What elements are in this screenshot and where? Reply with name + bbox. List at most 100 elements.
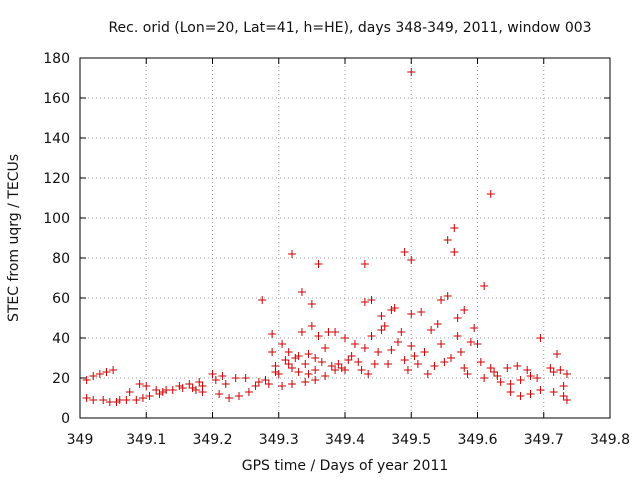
data-point: [281, 356, 290, 364]
data-point: [480, 282, 489, 290]
data-point: [195, 378, 204, 386]
data-point: [301, 378, 310, 386]
x-axis-label: GPS time / Days of year 2011: [242, 458, 449, 474]
data-point: [523, 366, 532, 374]
data-point: [516, 392, 525, 400]
data-point: [225, 394, 234, 402]
data-points: [82, 68, 571, 406]
data-point: [400, 356, 409, 364]
data-point: [427, 326, 436, 334]
y-tick-label: 20: [52, 371, 70, 387]
data-point: [447, 354, 455, 362]
data-point: [175, 382, 184, 390]
data-point: [268, 330, 277, 338]
data-point: [317, 358, 326, 366]
chart-title: Rec. orid (Lon=20, Lat=41, h=HE), days 3…: [108, 20, 591, 36]
data-point: [344, 356, 353, 364]
data-point: [493, 372, 502, 380]
data-point: [321, 344, 330, 352]
data-point: [112, 398, 121, 406]
data-point: [546, 364, 555, 372]
data-point: [397, 328, 406, 336]
data-point: [437, 296, 446, 304]
data-point: [403, 366, 412, 374]
y-tick-label: 0: [61, 411, 70, 427]
data-point: [278, 382, 287, 390]
data-point: [357, 366, 366, 374]
x-tick-label: 349.8: [590, 432, 630, 448]
data-point: [559, 392, 568, 400]
data-point: [89, 396, 98, 404]
data-point: [466, 338, 475, 346]
data-point: [562, 370, 571, 378]
data-point: [490, 368, 499, 376]
data-point: [241, 374, 250, 382]
y-tick-label: 100: [43, 211, 70, 227]
data-point: [347, 352, 356, 360]
data-point: [327, 362, 336, 370]
x-tick-label: 349.4: [325, 432, 365, 448]
x-tick-label: 349.7: [524, 432, 564, 448]
data-point: [536, 334, 545, 342]
data-point: [513, 362, 522, 370]
data-point: [218, 372, 227, 380]
data-point: [244, 388, 253, 396]
data-point: [430, 362, 439, 370]
data-point: [556, 366, 565, 374]
x-tick-label: 349.1: [126, 432, 166, 448]
data-point: [473, 340, 482, 348]
data-point: [122, 396, 131, 404]
data-point: [155, 390, 164, 398]
y-tick-label: 80: [52, 251, 70, 267]
data-point: [453, 314, 462, 322]
data-point: [486, 364, 495, 372]
data-point: [297, 288, 306, 296]
data-point: [420, 348, 429, 356]
data-point: [274, 370, 283, 378]
data-point: [198, 388, 207, 396]
data-point: [334, 360, 343, 368]
data-point: [135, 380, 144, 388]
data-point: [463, 370, 472, 378]
data-point: [138, 394, 147, 402]
data-point: [410, 352, 419, 360]
y-tick-label: 40: [52, 331, 70, 347]
data-point: [562, 396, 571, 404]
data-point: [370, 360, 379, 368]
data-point: [450, 224, 459, 232]
data-point: [254, 378, 263, 386]
data-point: [470, 324, 479, 332]
data-point: [460, 364, 469, 372]
data-point: [297, 328, 306, 336]
data-point: [215, 390, 224, 398]
data-point: [354, 358, 363, 366]
data-point: [506, 388, 515, 396]
data-point: [453, 332, 462, 340]
data-point: [264, 380, 273, 388]
data-point: [304, 350, 313, 358]
data-point: [142, 382, 151, 390]
data-point: [407, 256, 416, 264]
data-point: [533, 374, 542, 382]
data-point: [304, 370, 313, 378]
data-point: [480, 374, 489, 382]
data-point: [440, 358, 449, 366]
data-point: [188, 384, 197, 392]
data-point: [261, 376, 270, 384]
data-point: [178, 384, 187, 392]
data-point: [82, 394, 91, 402]
data-point: [314, 332, 323, 340]
data-point: [109, 366, 118, 374]
data-point: [360, 260, 369, 268]
y-tick-label: 180: [43, 51, 70, 67]
data-point: [417, 308, 426, 316]
data-point: [235, 392, 243, 400]
data-point: [506, 380, 515, 388]
data-point: [158, 388, 167, 396]
data-point: [407, 342, 416, 350]
data-point: [211, 376, 220, 384]
data-point: [377, 326, 386, 334]
data-point: [321, 372, 330, 380]
data-point: [132, 396, 141, 404]
